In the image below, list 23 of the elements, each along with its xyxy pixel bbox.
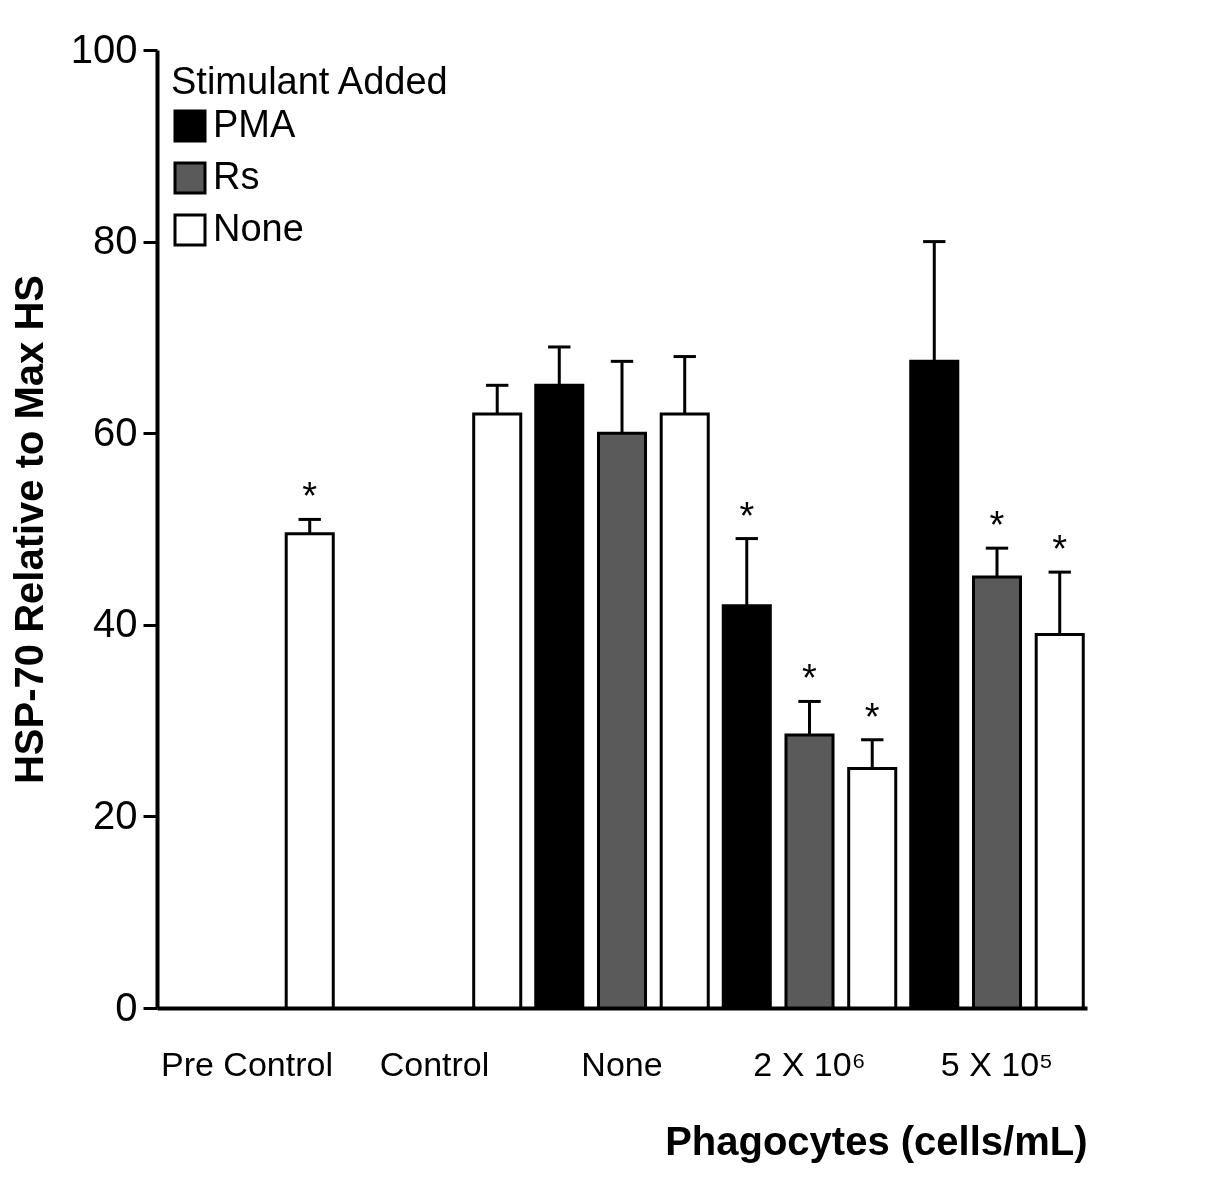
- y-tick-label: 0: [115, 984, 138, 1029]
- y-tick-label: 100: [70, 26, 138, 71]
- x-tick-label: None: [581, 1044, 663, 1083]
- y-tick-label: 20: [93, 792, 138, 837]
- legend-label: Rs: [213, 155, 260, 197]
- legend-label: None: [213, 207, 304, 249]
- data-label: *: [302, 475, 318, 518]
- data-label: *: [864, 695, 880, 738]
- y-tick-label: 40: [93, 601, 138, 646]
- x-tick-label: 2 X 10⁶: [753, 1044, 866, 1083]
- data-label: *: [802, 657, 818, 700]
- data-label: *: [739, 494, 755, 537]
- data-label: *: [1052, 528, 1068, 571]
- x-tick-label: Control: [379, 1044, 490, 1083]
- x-tick-label: Pre Control: [161, 1044, 333, 1083]
- legend-label: PMA: [213, 103, 296, 145]
- x-tick-label: 5 X 10⁵: [940, 1044, 1054, 1083]
- y-tick-label: 80: [93, 218, 138, 263]
- y-tick-label: 60: [93, 409, 138, 454]
- x-axis-title: Phagocytes (cells/mL): [665, 1118, 1088, 1163]
- data-label: *: [989, 504, 1005, 547]
- legend-title: Stimulant Added: [171, 60, 448, 102]
- y-axis-title: HSP-70 Relative to Max HS: [6, 274, 51, 785]
